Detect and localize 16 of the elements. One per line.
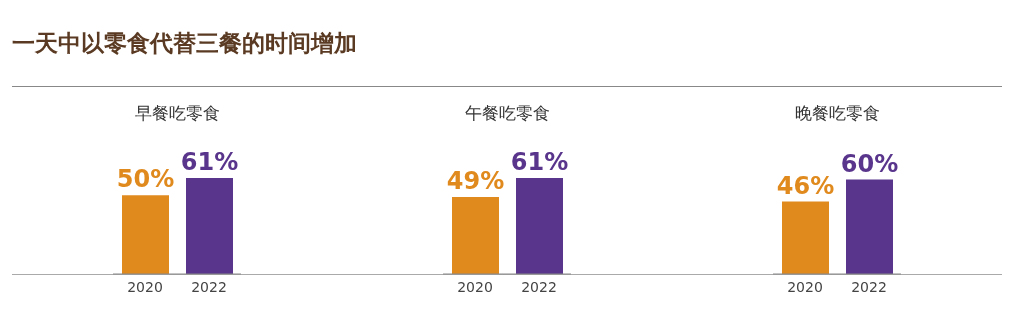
data-label: 61% bbox=[180, 148, 239, 176]
x-tick-label: 2022 bbox=[851, 278, 887, 295]
text: 一天中以零食代替三餐的时间增加 bbox=[12, 29, 357, 58]
chart-title: 晚餐吃零食 bbox=[793, 102, 881, 125]
x-tick-label: 2022 bbox=[191, 278, 227, 295]
chart-title: 午餐吃零食 bbox=[463, 102, 551, 125]
data-label: 46% bbox=[776, 171, 835, 200]
x-tick-label: 2022 bbox=[521, 278, 557, 295]
x-tick-label: 2020 bbox=[457, 278, 493, 295]
data-label: 60% bbox=[840, 149, 899, 178]
chart-title: 早餐吃零食 bbox=[133, 102, 221, 125]
x-tick-label: 2020 bbox=[787, 278, 823, 295]
data-label: 50% bbox=[116, 165, 175, 194]
x-tick-label: 2020 bbox=[127, 278, 163, 295]
data-label: 49% bbox=[446, 166, 505, 195]
data-label: 61% bbox=[510, 148, 569, 176]
